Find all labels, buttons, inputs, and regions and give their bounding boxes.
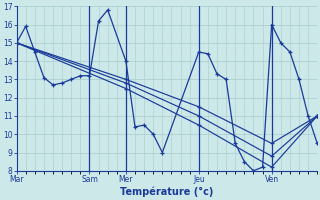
X-axis label: Température (°c): Température (°c) [120, 187, 213, 197]
